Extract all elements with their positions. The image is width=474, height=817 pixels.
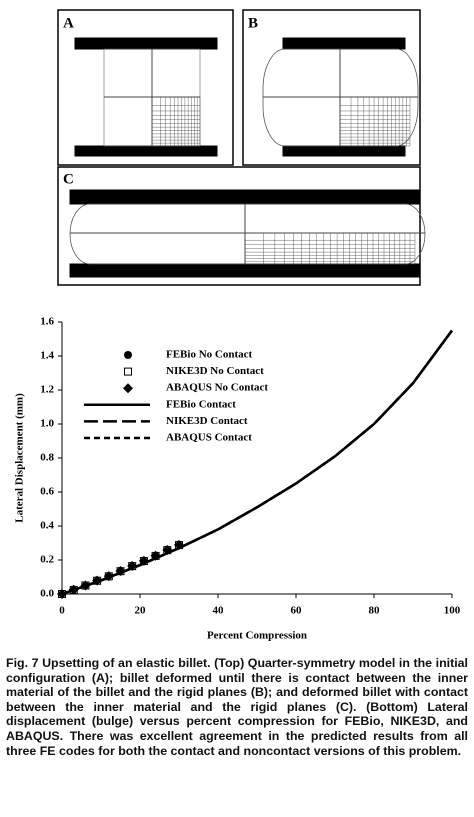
x-tick-label: 40 xyxy=(213,605,225,617)
legend-label: FEBio Contact xyxy=(166,398,236,410)
legend-marker xyxy=(124,367,132,376)
legend-label: ABAQUS Contact xyxy=(166,432,252,444)
x-tick-label: 60 xyxy=(291,605,303,617)
rigid-plane xyxy=(74,145,218,157)
x-axis-label: Percent Compression xyxy=(207,630,307,642)
billet xyxy=(69,203,426,265)
panel-label: B xyxy=(248,15,258,31)
y-tick-label: 0.8 xyxy=(40,452,54,464)
x-tick-label: 0 xyxy=(59,605,65,617)
legend-label: ABAQUS No Contact xyxy=(166,382,268,394)
x-tick-label: 100 xyxy=(444,605,461,617)
meshes xyxy=(151,96,416,265)
figure: A B C 0.0 0.2 0.4 0.6 0.8 1.0 1.2 1.4 1.6 0 20 40 60… xyxy=(14,9,461,642)
line xyxy=(61,329,454,596)
y-tick-label: 0.4 xyxy=(40,520,54,532)
panel-label: C xyxy=(63,171,74,187)
y-axis-label: Lateral Displacement (mm) xyxy=(14,393,26,523)
chart: 0.0 0.2 0.4 0.6 0.8 1.0 1.2 1.4 1.6 0 20 40 60 80 100 P… xyxy=(14,316,461,642)
legend-marker xyxy=(124,351,132,359)
rigid-plane xyxy=(69,263,421,278)
y-tick-label: 0.6 xyxy=(40,486,54,498)
legend-marker xyxy=(123,383,133,394)
legend-label: FEBio No Contact xyxy=(166,349,253,361)
legend-label: NIKE3D No Contact xyxy=(166,365,264,377)
y-tick-label: 1.0 xyxy=(40,418,54,430)
legend-label: NIKE3D Contact xyxy=(166,415,248,427)
y-tick-label: 1.6 xyxy=(40,316,54,328)
y-tick-label: 1.2 xyxy=(40,384,54,396)
x-tick-label: 80 xyxy=(369,605,381,617)
caption: Fig. 7 Upsetting of an elastic billet. (… xyxy=(6,656,468,758)
panel-frame xyxy=(242,9,421,166)
x-tick-label: 20 xyxy=(135,605,147,617)
y-tick-label: 1.4 xyxy=(40,350,54,362)
panel-frame xyxy=(57,9,234,166)
panel-frame xyxy=(57,166,421,286)
rigid-plane xyxy=(282,37,406,50)
rigid-plane xyxy=(282,145,406,157)
y-tick-label: 0.0 xyxy=(40,588,54,600)
panel-label: A xyxy=(63,15,74,31)
rigid-plane xyxy=(69,189,421,205)
panels xyxy=(57,9,426,286)
y-tick-label: 0.2 xyxy=(40,554,54,566)
rigid-plane xyxy=(74,37,218,50)
